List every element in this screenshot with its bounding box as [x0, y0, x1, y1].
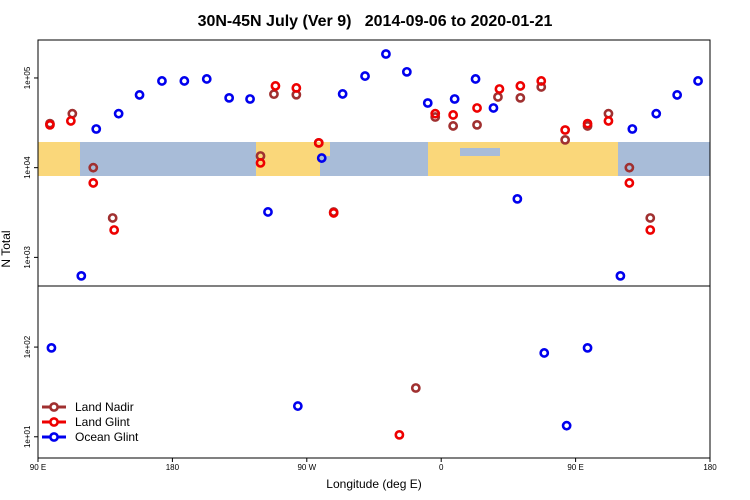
- point: [45, 119, 55, 130]
- point: [651, 108, 662, 119]
- point: [263, 207, 273, 217]
- x-axis-label: Longitude (deg E): [326, 477, 421, 491]
- point: [313, 137, 324, 148]
- point: [91, 124, 102, 134]
- plot-frame: [37, 39, 711, 459]
- point: [472, 119, 482, 130]
- point: [645, 225, 656, 235]
- point: [515, 92, 526, 103]
- point: [410, 383, 421, 393]
- point: [328, 208, 339, 218]
- point: [107, 213, 118, 223]
- map-band: [38, 142, 710, 176]
- point: [46, 342, 57, 353]
- point: [472, 103, 482, 113]
- point: [493, 92, 503, 102]
- point: [470, 74, 481, 84]
- point: [603, 116, 614, 126]
- point: [615, 270, 626, 281]
- point: [515, 81, 526, 91]
- point: [65, 116, 76, 126]
- point: [113, 108, 124, 119]
- point: [270, 81, 281, 91]
- point: [560, 134, 571, 145]
- point: [245, 94, 255, 104]
- point: [255, 158, 266, 168]
- y-tick-label: 1e+03: [23, 246, 32, 269]
- x-tick-label: 90 W: [297, 463, 316, 472]
- point: [360, 71, 370, 81]
- legend-swatch: [49, 432, 59, 442]
- point: [394, 429, 405, 440]
- y-tick-label: 1e+04: [23, 156, 32, 179]
- legend-swatch: [49, 402, 59, 412]
- point: [624, 162, 635, 173]
- point: [582, 118, 593, 129]
- point: [561, 420, 572, 431]
- x-tick-label: 90 E: [30, 463, 46, 472]
- point: [536, 76, 547, 86]
- point: [448, 121, 459, 131]
- point: [430, 112, 441, 122]
- point: [512, 193, 523, 204]
- point: [157, 76, 167, 86]
- point: [401, 66, 412, 77]
- point: [448, 110, 459, 120]
- legend-label: Land Glint: [75, 415, 130, 429]
- point: [430, 108, 441, 119]
- land-band: [428, 142, 618, 176]
- point: [291, 83, 302, 93]
- point: [269, 89, 279, 100]
- chart-title: 30N-45N July (Ver 9) 2014-09-06 to 2020-…: [198, 13, 553, 30]
- y-tick-label: 1e+05: [23, 66, 32, 89]
- land-band: [38, 142, 80, 176]
- point: [179, 76, 190, 86]
- point: [337, 89, 348, 99]
- point: [88, 162, 99, 173]
- point: [672, 90, 683, 100]
- point: [488, 103, 499, 113]
- legend-label: Land Nadir: [75, 400, 134, 414]
- y-tick-label: 1e+02: [23, 335, 32, 358]
- ocean-band: [460, 148, 500, 156]
- point: [76, 270, 87, 281]
- point: [134, 90, 145, 100]
- point: [224, 92, 235, 103]
- point: [494, 84, 505, 94]
- x-tick-label: 0: [439, 463, 444, 472]
- point: [88, 178, 99, 188]
- legend-label: Ocean Glint: [75, 430, 139, 444]
- point: [449, 94, 460, 104]
- y-tick-label: 1e+01: [23, 425, 32, 448]
- point: [109, 225, 120, 235]
- legend-swatch: [49, 417, 59, 427]
- point: [381, 49, 391, 59]
- point: [627, 124, 638, 134]
- point: [645, 213, 656, 223]
- x-tick-label: 90 E: [567, 463, 583, 472]
- point: [693, 76, 703, 86]
- point: [201, 74, 212, 84]
- y-axis-label: N Total: [0, 230, 13, 267]
- x-tick-label: 180: [703, 463, 717, 472]
- point: [316, 153, 327, 163]
- point: [624, 178, 635, 188]
- point: [422, 98, 433, 108]
- point: [560, 125, 571, 135]
- point: [292, 401, 303, 411]
- point: [582, 342, 593, 353]
- x-tick-label: 180: [166, 463, 180, 472]
- point: [539, 348, 550, 358]
